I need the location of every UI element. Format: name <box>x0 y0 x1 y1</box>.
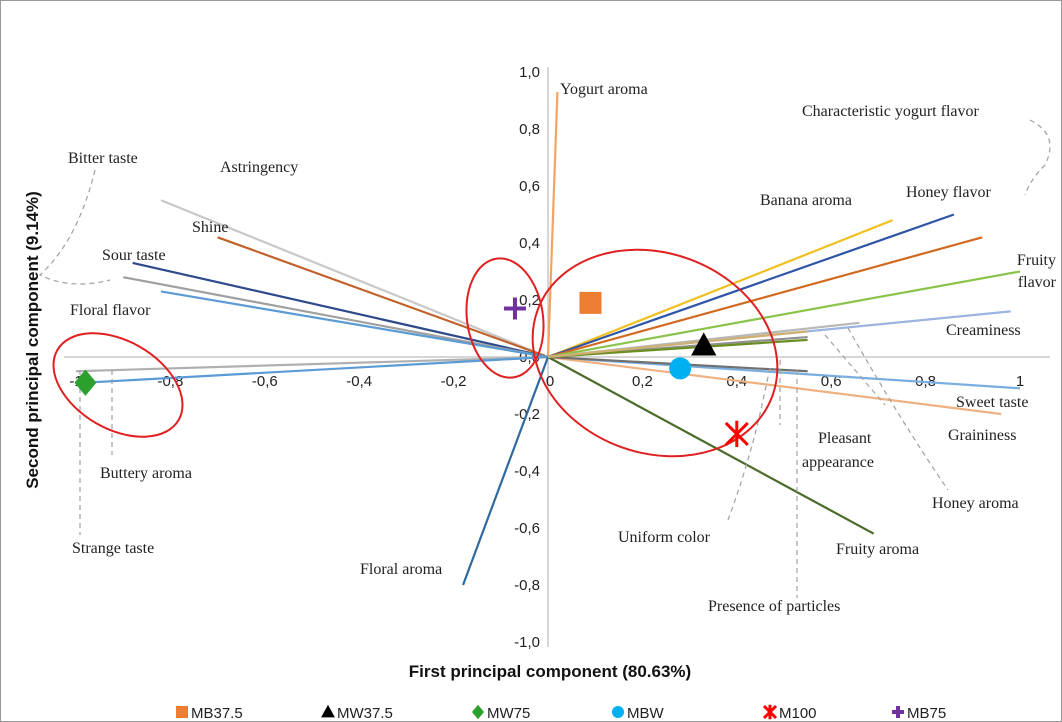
label-leader-line <box>1024 119 1051 196</box>
y-tick-label: 0,2 <box>519 292 540 309</box>
loading-vector <box>547 270 1021 359</box>
loading-vector <box>132 261 549 359</box>
legend-marker <box>176 706 188 718</box>
y-tick-label: 0,8 <box>519 121 540 138</box>
loading-vector <box>546 91 559 358</box>
variable-label: Fruity <box>1017 252 1056 269</box>
sample-points <box>74 291 749 448</box>
x-tick-label: -0,2 <box>441 373 467 390</box>
loading-vector <box>122 276 549 359</box>
y-tick-label: -0,6 <box>514 520 540 537</box>
variable-label: Bitter taste <box>68 150 138 167</box>
variable-labels: Yogurt aroma Astringency Shine Sour taste Bi… <box>38 81 1057 615</box>
group-ellipses <box>52 248 779 458</box>
legend-marker <box>892 706 904 718</box>
loading-vector <box>75 355 549 373</box>
x-tick-label: 0 <box>546 373 554 390</box>
axes: -1-0,8-0,6-0,4-0,200,20,40,60,811,00,80,… <box>64 64 1050 651</box>
y-tick-label: -1,0 <box>514 634 540 651</box>
legend-label: MBW <box>627 705 665 722</box>
variable-label: Fruity aroma <box>836 541 919 558</box>
y-tick-label: 0,4 <box>519 235 540 252</box>
sample-point <box>579 291 602 314</box>
loading-vector <box>547 219 893 359</box>
variable-label: Banana aroma <box>760 192 852 209</box>
sample-point <box>669 357 692 380</box>
legend: MB37.5 MW37.5 MW75 MBW M100 MB75 <box>176 704 946 722</box>
variable-label: Astringency <box>220 159 298 176</box>
variable-label: Uniform color <box>618 529 711 546</box>
legend-marker <box>472 704 484 720</box>
sample-point <box>724 420 749 448</box>
variable-label: Shine <box>192 219 228 236</box>
variable-label: Yogurt aroma <box>560 81 648 98</box>
label-leader-line <box>824 334 886 406</box>
y-axis-title: Second principal component (9.14%) <box>23 191 42 489</box>
variable-label: Honey aroma <box>932 495 1019 512</box>
loading-vector <box>217 236 549 359</box>
loading-vector <box>462 356 550 586</box>
variable-label: flavor <box>1018 274 1057 291</box>
x-tick-label: -0,4 <box>346 373 372 390</box>
x-tick-label: 0,2 <box>632 373 653 390</box>
loading-vector <box>160 199 549 359</box>
variable-label: Honey flavor <box>906 184 992 201</box>
x-tick-label: 1 <box>1016 373 1024 390</box>
x-axis-title: First principal component (80.63%) <box>409 662 691 681</box>
legend-marker <box>321 704 335 718</box>
loading-vector <box>547 356 875 535</box>
legend-label: MW37.5 <box>337 705 393 722</box>
variable-label: Floral flavor <box>70 302 151 319</box>
variable-label: Buttery aroma <box>100 465 192 482</box>
group-ellipse <box>531 248 779 458</box>
loading-vector <box>547 338 808 359</box>
loading-vector <box>547 330 808 359</box>
variable-label: Graininess <box>948 427 1016 444</box>
group-ellipse <box>465 257 545 379</box>
variable-label: Sweet taste <box>956 394 1028 411</box>
x-tick-label: -0,6 <box>252 373 278 390</box>
loading-vector <box>160 290 549 359</box>
legend-label: MB75 <box>907 705 946 722</box>
label-leader-line <box>727 367 771 521</box>
y-tick-label: 0,6 <box>519 178 540 195</box>
label-leader-line <box>847 327 949 491</box>
label-leader-line <box>38 169 111 285</box>
loading-vector <box>547 236 983 359</box>
loading-vector <box>547 213 955 359</box>
legend-label: MW75 <box>487 705 530 722</box>
variable-label: Floral aroma <box>360 561 442 578</box>
variable-label: appearance <box>802 454 874 471</box>
variable-label: Pleasant <box>818 430 872 447</box>
legend-label: M100 <box>779 705 817 722</box>
variable-label: Creaminess <box>946 322 1021 339</box>
sample-point <box>74 369 97 396</box>
y-tick-label: 1,0 <box>519 64 540 81</box>
loading-vectors <box>75 91 1021 586</box>
legend-label: MB37.5 <box>191 705 243 722</box>
legend-marker <box>612 706 624 718</box>
loading-vector <box>85 355 549 384</box>
y-tick-label: -0,8 <box>514 577 540 594</box>
sample-point <box>691 332 717 356</box>
y-tick-label: -0,4 <box>514 463 540 480</box>
variable-label: Strange taste <box>72 540 154 557</box>
variable-label: Sour taste <box>102 247 166 264</box>
variable-label: Presence of particles <box>708 598 840 615</box>
legend-marker <box>762 704 778 720</box>
group-ellipse <box>52 332 184 438</box>
variable-label: Characteristic yogurt flavor <box>802 103 979 120</box>
sample-point <box>503 297 526 320</box>
